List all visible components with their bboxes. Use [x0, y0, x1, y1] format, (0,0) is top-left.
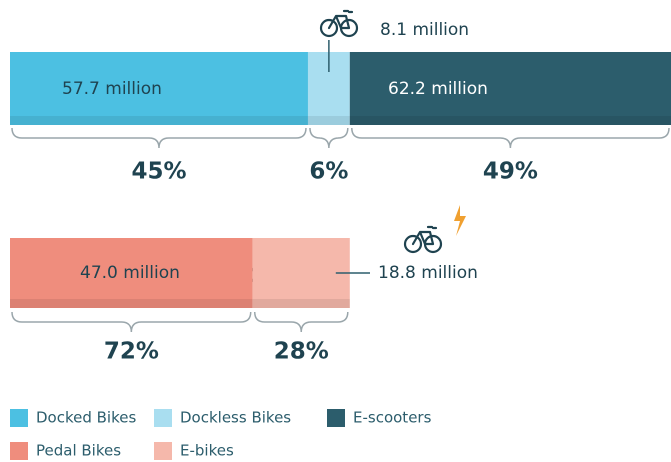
brace [309, 127, 349, 149]
legend-label: E-bikes [180, 442, 234, 460]
value-label: 18.8 million [378, 263, 478, 283]
value-label: 8.1 million [380, 20, 469, 40]
bar-base [307, 116, 350, 125]
value-label: 62.2 million [388, 79, 488, 99]
bar-base [252, 299, 350, 308]
share-label: 49% [483, 159, 538, 185]
legend-label: E-scooters [353, 409, 432, 427]
legend-label: Docked Bikes [36, 409, 136, 427]
bar-segment [252, 238, 350, 308]
bike-icon [319, 9, 359, 38]
bar-segment [10, 52, 308, 125]
share-label: 45% [131, 159, 186, 185]
share-label: 28% [274, 339, 329, 365]
bar-segment [349, 52, 671, 125]
legend-label: Dockless Bikes [180, 409, 291, 427]
value-label: 57.7 million [62, 79, 162, 99]
brace [11, 127, 307, 149]
brace [11, 311, 252, 333]
bar-base [10, 299, 253, 308]
legend-swatch [154, 409, 172, 427]
bar-base [10, 116, 308, 125]
legend-swatch [154, 442, 172, 460]
bolt-icon [454, 205, 466, 236]
brace [253, 311, 349, 333]
legend-swatch [10, 409, 28, 427]
brace [351, 127, 670, 149]
bar-segment [10, 238, 253, 308]
share-label: 72% [104, 339, 159, 365]
share-label: 6% [309, 159, 348, 185]
bike-icon [403, 225, 443, 254]
bar-base [349, 116, 671, 125]
legend-swatch [327, 409, 345, 427]
value-label: 47.0 million [80, 263, 180, 283]
legend-label: Pedal Bikes [36, 442, 121, 460]
legend-swatch [10, 442, 28, 460]
